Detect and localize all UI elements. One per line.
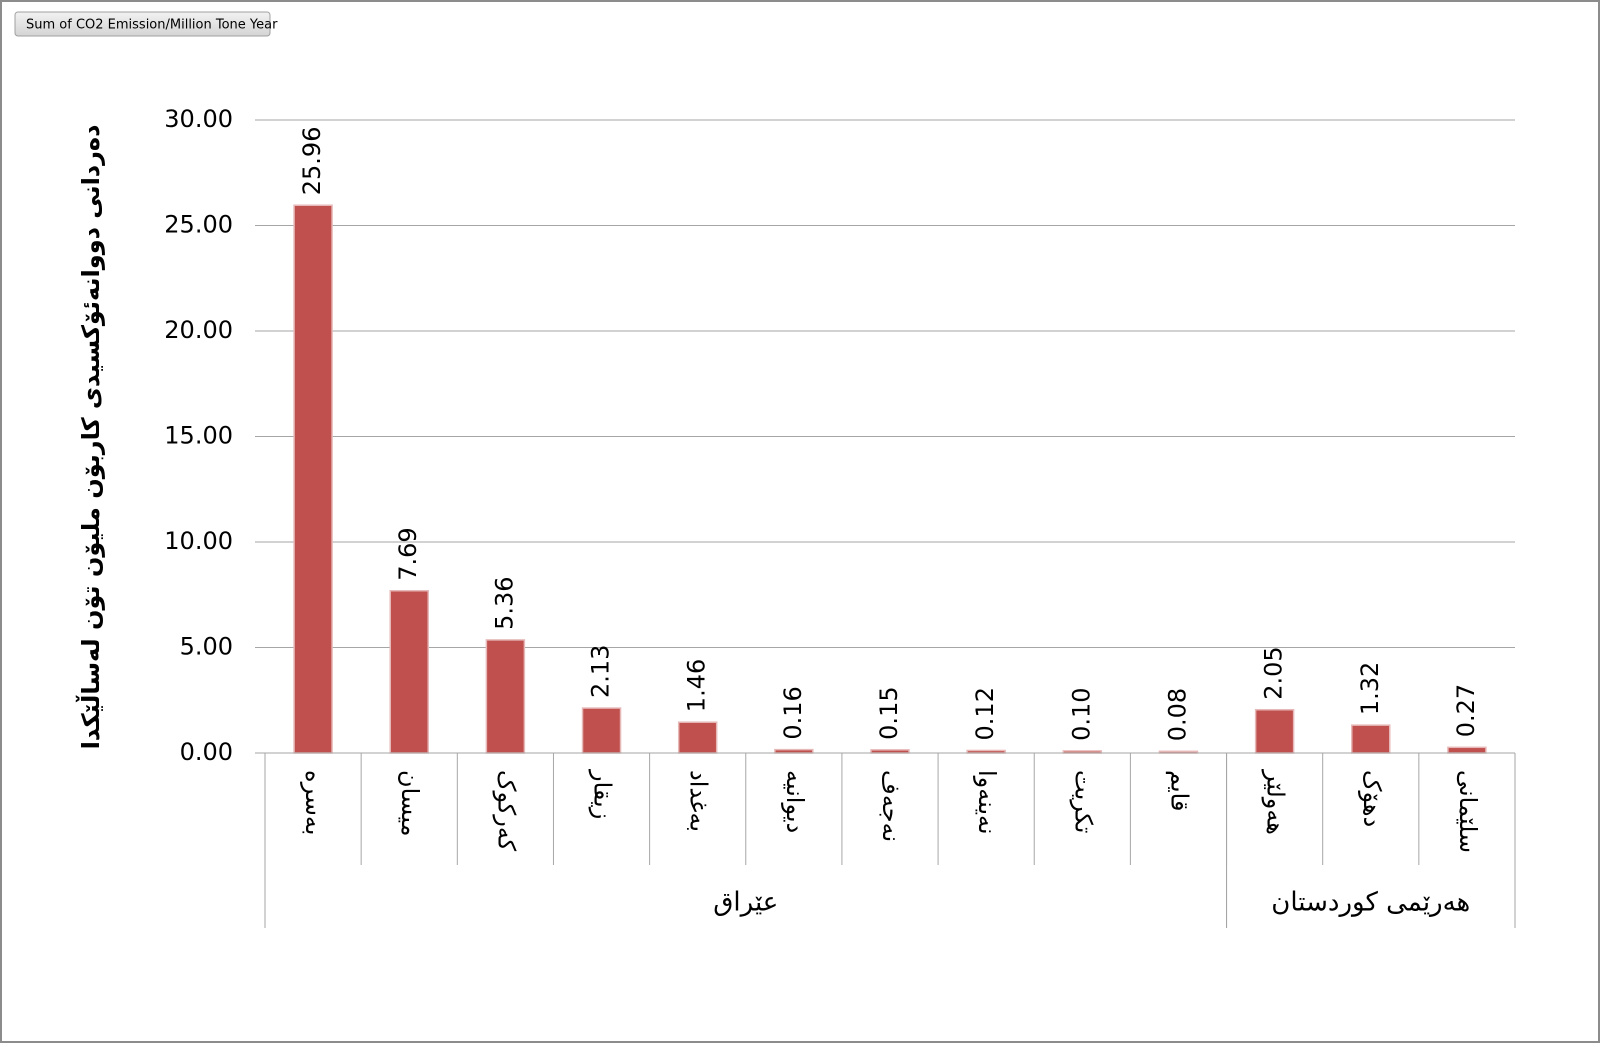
data-label: 0.27: [1452, 684, 1480, 737]
y-tick-label: 10.00: [164, 527, 233, 555]
bar: [1447, 746, 1487, 754]
y-tick-label: 25.00: [164, 211, 233, 239]
x-tick-label: زیقار: [589, 769, 617, 819]
bar: [1254, 708, 1295, 754]
bar: [389, 589, 429, 754]
y-axis-title: دەردانی دووانەئۆکسیدی کاربۆن ملیۆن تۆن ل…: [75, 125, 105, 750]
data-label: 0.08: [1163, 688, 1191, 741]
y-tick-label: 20.00: [164, 316, 233, 344]
data-label: 0.10: [1067, 687, 1095, 740]
group-label: هەرێمی کوردستان: [1271, 888, 1470, 918]
bar: [485, 639, 526, 754]
x-tick-label: بەسرە: [300, 770, 328, 835]
data-label: 0.12: [971, 687, 999, 740]
x-tick-label: دیوانیە: [781, 770, 809, 833]
x-tick-label: میسان: [396, 770, 424, 836]
pivot-field-label[interactable]: Sum of CO2 Emission/Million Tone Year: [26, 18, 278, 33]
x-tick-label: دهۆک: [1358, 770, 1386, 827]
y-tick-label: 0.00: [180, 738, 233, 766]
bar: [1351, 724, 1391, 754]
y-tick-label: 5.00: [180, 633, 233, 661]
x-tick-label: قایم: [1165, 770, 1193, 811]
data-label: 2.05: [1260, 646, 1288, 699]
x-tick-label: کەرکوک: [492, 770, 520, 852]
data-label: 0.16: [779, 686, 807, 739]
data-label: 1.32: [1356, 662, 1384, 715]
bar: [581, 707, 622, 754]
pivot-field-button[interactable]: [14, 11, 271, 37]
x-tick-label: سلێمانی: [1454, 770, 1482, 853]
data-label: 25.96: [298, 127, 326, 196]
x-tick-label: بەغداد: [685, 770, 713, 832]
bar: [774, 748, 814, 754]
group-label: عێراق: [713, 888, 778, 918]
x-tick-label: نەینەوا: [973, 770, 1001, 835]
bar: [293, 204, 333, 754]
data-label: 0.15: [875, 686, 903, 739]
data-label: 1.46: [683, 659, 711, 712]
y-tick-label: 15.00: [164, 422, 233, 450]
data-label: 7.69: [394, 527, 422, 580]
data-label: 2.13: [587, 645, 615, 698]
data-label: 5.36: [490, 576, 518, 629]
x-tick-label: تکریت: [1069, 770, 1097, 833]
x-tick-label: هەولێر: [1262, 769, 1290, 835]
x-tick-label: نەجەف: [877, 770, 905, 842]
y-tick-label: 30.00: [164, 105, 233, 133]
bar: [677, 721, 718, 754]
